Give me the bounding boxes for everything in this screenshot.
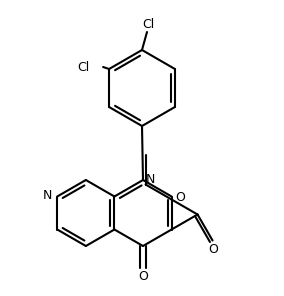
Text: N: N xyxy=(43,189,52,202)
Text: N: N xyxy=(146,173,155,186)
Text: Cl: Cl xyxy=(142,18,154,31)
Text: Cl: Cl xyxy=(77,60,89,73)
Text: O: O xyxy=(209,243,218,256)
Text: O: O xyxy=(176,191,185,204)
Text: O: O xyxy=(138,271,148,284)
